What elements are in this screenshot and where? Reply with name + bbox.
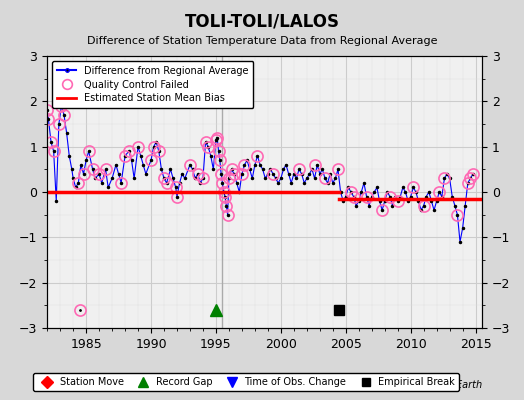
Text: Berkeley Earth: Berkeley Earth [410,380,482,390]
Text: TOLI-TOLI/LALOS: TOLI-TOLI/LALOS [184,12,340,30]
Legend: Station Move, Record Gap, Time of Obs. Change, Empirical Break: Station Move, Record Gap, Time of Obs. C… [34,373,459,391]
Text: Difference of Station Temperature Data from Regional Average: Difference of Station Temperature Data f… [87,36,437,46]
Legend: Difference from Regional Average, Quality Control Failed, Estimated Station Mean: Difference from Regional Average, Qualit… [52,61,254,108]
